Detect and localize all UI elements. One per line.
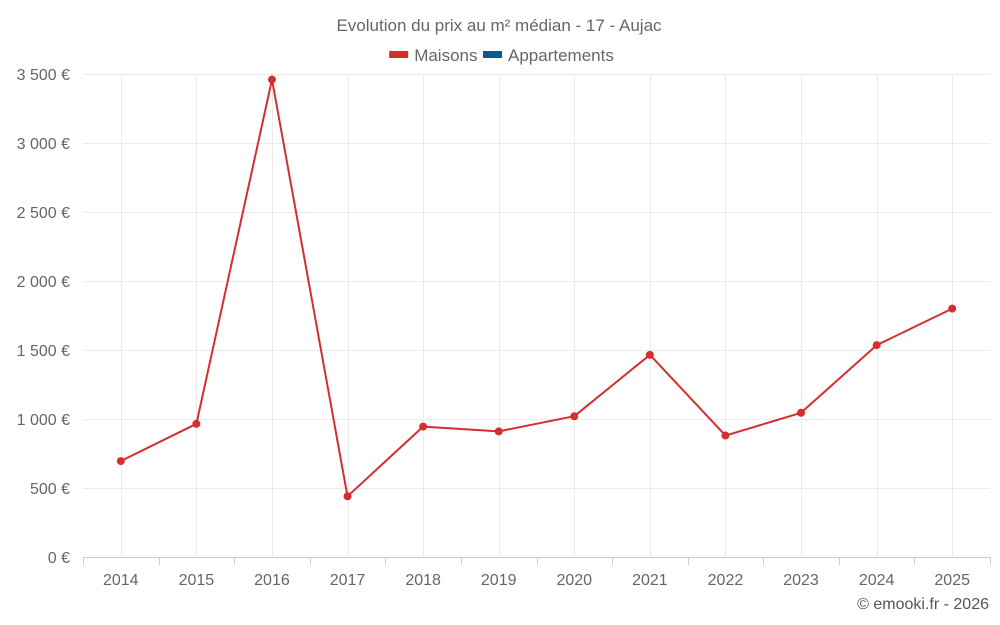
legend-item-maisons[interactable]: Maisons xyxy=(389,46,478,65)
legend-swatch xyxy=(483,51,502,58)
y-tick-label: 3 500 € xyxy=(17,67,70,84)
data-point[interactable] xyxy=(797,408,806,417)
y-tick-label: 2 000 € xyxy=(17,274,70,291)
y-tick-label: 1 000 € xyxy=(17,412,70,429)
data-point[interactable] xyxy=(721,431,730,440)
data-point[interactable] xyxy=(116,457,125,466)
y-tick-label: 2 500 € xyxy=(17,205,70,222)
legend-label: Appartements xyxy=(508,46,614,65)
x-tick-label: 2019 xyxy=(481,572,517,589)
y-tick-label: 500 € xyxy=(30,481,70,498)
x-tick-label: 2020 xyxy=(556,572,592,589)
y-tick-label: 1 500 € xyxy=(17,343,70,360)
x-tick-label: 2018 xyxy=(405,572,441,589)
x-axis: 2014 2015 2016 2017 2018 2019 2020 2021 2022 2023… xyxy=(83,557,991,589)
series-line-maisons xyxy=(120,78,953,498)
data-point[interactable] xyxy=(948,304,957,313)
legend-swatch xyxy=(389,51,409,58)
data-point[interactable] xyxy=(192,419,201,428)
data-point[interactable] xyxy=(872,341,881,350)
data-point[interactable] xyxy=(343,492,352,501)
series-layer xyxy=(116,75,957,501)
data-point[interactable] xyxy=(645,350,654,359)
data-point[interactable] xyxy=(494,427,503,436)
x-tick-label: 2022 xyxy=(708,572,744,589)
legend-item-appartements[interactable]: Appartements xyxy=(483,46,614,65)
x-tick-label: 2021 xyxy=(632,572,668,589)
x-tick-label: 2017 xyxy=(330,572,366,589)
x-tick-label: 2016 xyxy=(254,572,290,589)
x-tick-label: 2025 xyxy=(934,572,970,589)
y-tick-label: 0 € xyxy=(48,550,70,567)
y-axis: 0 € 500 € 1 000 € 1 500 € 2 000 € 2 500 € 3 00… xyxy=(17,67,70,567)
data-point[interactable] xyxy=(267,75,276,84)
legend-label: Maisons xyxy=(414,46,477,65)
grid xyxy=(83,74,990,557)
chart-title: Evolution du prix au m² médian - 17 - Au… xyxy=(336,16,662,35)
credit-text: © emooki.fr - 2026 xyxy=(857,596,989,613)
x-tick-label: 2014 xyxy=(103,572,139,589)
x-tick-label: 2023 xyxy=(783,572,819,589)
data-point[interactable] xyxy=(570,412,579,421)
data-point[interactable] xyxy=(419,422,428,431)
y-tick-label: 3 000 € xyxy=(17,136,70,153)
legend: Maisons Appartements xyxy=(389,46,614,65)
x-tick-label: 2015 xyxy=(179,572,215,589)
x-tick-label: 2024 xyxy=(859,572,895,589)
